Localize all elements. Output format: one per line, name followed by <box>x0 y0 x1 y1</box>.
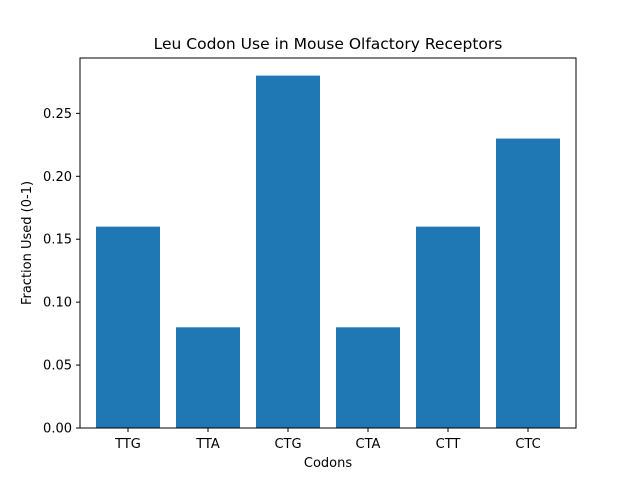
y-tick-label: 0.20 <box>43 170 72 185</box>
y-tick-label: 0.15 <box>43 233 72 248</box>
y-tick-label: 0.10 <box>43 296 72 311</box>
bar-ctt <box>416 226 480 428</box>
chart-title: Leu Codon Use in Mouse Olfactory Recepto… <box>154 35 503 53</box>
x-tick-label: TTG <box>114 437 141 452</box>
y-tick-label: 0.05 <box>43 359 72 374</box>
y-axis-title: Fraction Used (0-1) <box>20 181 35 305</box>
bar-ctc <box>496 138 560 428</box>
bar-tta <box>176 327 240 428</box>
bar-ttg <box>96 226 160 428</box>
x-axis-title: Codons <box>304 456 352 471</box>
x-axis-ticks: TTG TTA CTG CTA CTT CTC <box>114 428 541 452</box>
bar-cta <box>336 327 400 428</box>
x-tick-label: CTT <box>436 437 461 452</box>
y-tick-label: 0.00 <box>43 422 72 437</box>
y-axis-ticks: 0.00 0.05 0.10 0.15 0.20 0.25 <box>43 107 80 437</box>
bars-group <box>96 75 560 428</box>
y-tick-label: 0.25 <box>43 107 72 122</box>
bar-ctg <box>256 75 320 428</box>
x-tick-label: CTA <box>356 437 381 452</box>
x-tick-label: CTC <box>515 437 540 452</box>
x-tick-label: TTA <box>195 437 220 452</box>
plot-frame <box>79 57 577 429</box>
x-tick-label: CTG <box>274 437 301 452</box>
